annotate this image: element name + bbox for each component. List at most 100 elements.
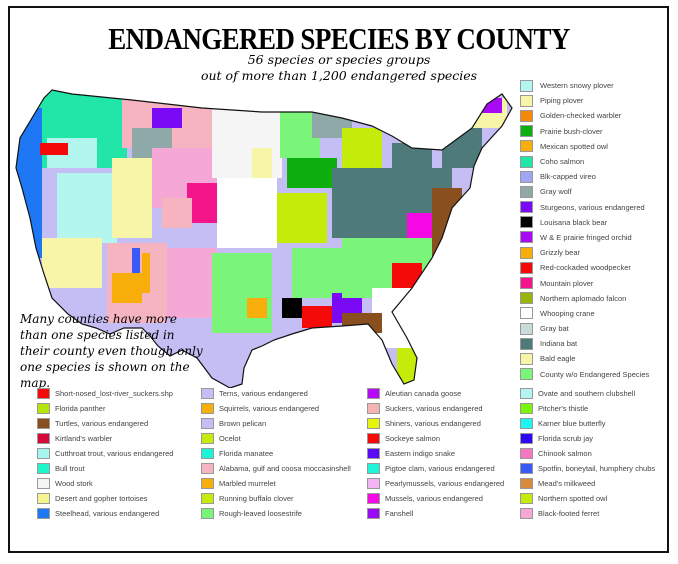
legend-label: Bull trout bbox=[55, 464, 85, 473]
legend-item: Red-cockaded woodpecker bbox=[517, 260, 672, 275]
legend-item: Mountain plover bbox=[517, 275, 672, 290]
legend-item: Alabama, gulf and coosa moccasinshell bbox=[201, 461, 351, 476]
subtitle-line-2: out of more than 1,200 endangered specie… bbox=[200, 68, 478, 83]
legend-item: Desert and gopher tortoises bbox=[37, 491, 173, 506]
legend-swatch bbox=[37, 478, 50, 489]
legend-item: Florida scrub jay bbox=[520, 431, 655, 446]
legend-swatch bbox=[201, 448, 214, 459]
legend-label: County w/o Endangered Species bbox=[540, 369, 650, 379]
legend-item: Indiana bat bbox=[517, 336, 672, 351]
legend-item: Brown pelican bbox=[201, 416, 351, 431]
legend-item: Northern spotted owl bbox=[520, 491, 655, 506]
legend-label: Mussels, various endangered bbox=[385, 494, 483, 503]
legend-item: Kirtland's warbler bbox=[37, 431, 173, 446]
legend-item: Short-nosed_lost-river_suckers.shp bbox=[37, 386, 173, 401]
us-county-map bbox=[15, 89, 513, 388]
legend-swatch bbox=[520, 322, 533, 335]
legend-item: Ovate and southern clubshell bbox=[520, 386, 655, 401]
legend-item: Eastern indigo snake bbox=[367, 446, 504, 461]
legend-item: Mexican spotted owl bbox=[517, 139, 672, 154]
legend-label: Short-nosed_lost-river_suckers.shp bbox=[55, 389, 173, 398]
legend-label: Pigtoe clam, various endangered bbox=[385, 464, 495, 473]
legend-label: Coho salmon bbox=[540, 157, 585, 167]
legend-label: Florida manatee bbox=[219, 449, 274, 458]
legend-swatch bbox=[367, 418, 380, 429]
legend-label: Northern aplomado falcon bbox=[540, 293, 627, 303]
legend-swatch bbox=[520, 185, 533, 198]
legend-swatch bbox=[367, 508, 380, 519]
legend-item: Pigtoe clam, various endangered bbox=[367, 461, 504, 476]
legend-label: Brown pelican bbox=[219, 419, 267, 428]
legend-label: Desert and gopher tortoises bbox=[55, 494, 148, 503]
legend-item: Louisana black bear bbox=[517, 215, 672, 230]
legend-item: Running buffalo clover bbox=[201, 491, 351, 506]
legend-swatch bbox=[201, 418, 214, 429]
legend-swatch bbox=[201, 388, 214, 399]
map-title: ENDANGERED SPECIES BY COUNTY bbox=[108, 22, 570, 56]
legend-item: Steelhead, various endangered bbox=[37, 506, 173, 521]
legend-item: Gray bat bbox=[517, 321, 672, 336]
legend-swatch bbox=[520, 140, 533, 153]
legend-item: Coho salmon bbox=[517, 154, 672, 169]
legend-label: Kirtland's warbler bbox=[55, 434, 113, 443]
legend-label: Grizzly bear bbox=[540, 248, 581, 258]
legend-label: Florida panther bbox=[55, 404, 106, 413]
legend-item: Sockeye salmon bbox=[367, 431, 504, 446]
legend-label: Suckers, various endangered bbox=[385, 404, 483, 413]
legend-swatch bbox=[520, 201, 533, 214]
legend-item: Squirrels, various endangered bbox=[201, 401, 351, 416]
legend-label: Mead's milkweed bbox=[538, 479, 596, 488]
legend-label: Rough-leaved loosestrife bbox=[219, 509, 302, 518]
legend-bottom-col-1: Short-nosed_lost-river_suckers.shp Flori… bbox=[37, 386, 173, 521]
legend-item: Mussels, various endangered bbox=[367, 491, 504, 506]
legend-swatch bbox=[520, 433, 533, 444]
legend-label: Terns, various endangered bbox=[219, 389, 308, 398]
legend-item: Florida manatee bbox=[201, 446, 351, 461]
legend-label: Gray bat bbox=[540, 324, 569, 334]
legend-label: Pitcher's thistle bbox=[538, 404, 589, 413]
legend-label: Spotfin, boneytail, humphery chubs bbox=[538, 464, 656, 473]
legend-label: Indiana bat bbox=[540, 339, 578, 349]
legend-item: Chinook salmon bbox=[520, 446, 655, 461]
legend-label: Sturgeons, various endangered bbox=[540, 202, 645, 212]
legend-swatch bbox=[37, 433, 50, 444]
legend-swatch bbox=[37, 418, 50, 429]
legend-item: Sturgeons, various endangered bbox=[517, 200, 672, 215]
legend-swatch bbox=[520, 79, 533, 92]
legend-swatch bbox=[201, 433, 214, 444]
legend-label: Sockeye salmon bbox=[385, 434, 441, 443]
legend-label: Eastern indigo snake bbox=[385, 449, 456, 458]
legend-label: Prairie bush-clover bbox=[540, 126, 603, 136]
legend-label: Florida scrub jay bbox=[538, 434, 594, 443]
legend-item: Marbled murrelet bbox=[201, 476, 351, 491]
legend-swatch bbox=[37, 463, 50, 474]
legend-swatch bbox=[201, 508, 214, 519]
legend-swatch bbox=[201, 493, 214, 504]
legend-label: Mexican spotted owl bbox=[540, 141, 608, 151]
legend-bottom-col-3: Aleutian canada goose Suckers, various e… bbox=[367, 386, 504, 521]
legend-item: Karner blue butterfly bbox=[520, 416, 655, 431]
legend-item: Aleutian canada goose bbox=[367, 386, 504, 401]
legend-label: Wood stork bbox=[55, 479, 93, 488]
legend-label: W & E prairie fringed orchid bbox=[540, 232, 632, 242]
legend-swatch bbox=[520, 368, 533, 381]
legend-label: Northern spotted owl bbox=[538, 494, 608, 503]
legend-swatch bbox=[520, 155, 533, 168]
legend-label: Louisana black bear bbox=[540, 217, 608, 227]
legend-swatch bbox=[367, 478, 380, 489]
legend-item: Shiners, various endangered bbox=[367, 416, 504, 431]
legend-swatch bbox=[520, 388, 533, 399]
legend-swatch bbox=[520, 418, 533, 429]
legend-item: Turtles, various endangered bbox=[37, 416, 173, 431]
legend-label: Running buffalo clover bbox=[219, 494, 294, 503]
legend-item: Suckers, various endangered bbox=[367, 401, 504, 416]
legend-swatch bbox=[520, 261, 533, 274]
legend-label: Chinook salmon bbox=[538, 449, 592, 458]
legend-swatch bbox=[201, 478, 214, 489]
legend-swatch bbox=[201, 463, 214, 474]
legend-bottom-col-2: Terns, various endangered Squirrels, var… bbox=[201, 386, 351, 521]
legend-swatch bbox=[37, 388, 50, 399]
legend-item: Fanshell bbox=[367, 506, 504, 521]
legend-swatch bbox=[520, 352, 533, 365]
legend-swatch bbox=[367, 388, 380, 399]
